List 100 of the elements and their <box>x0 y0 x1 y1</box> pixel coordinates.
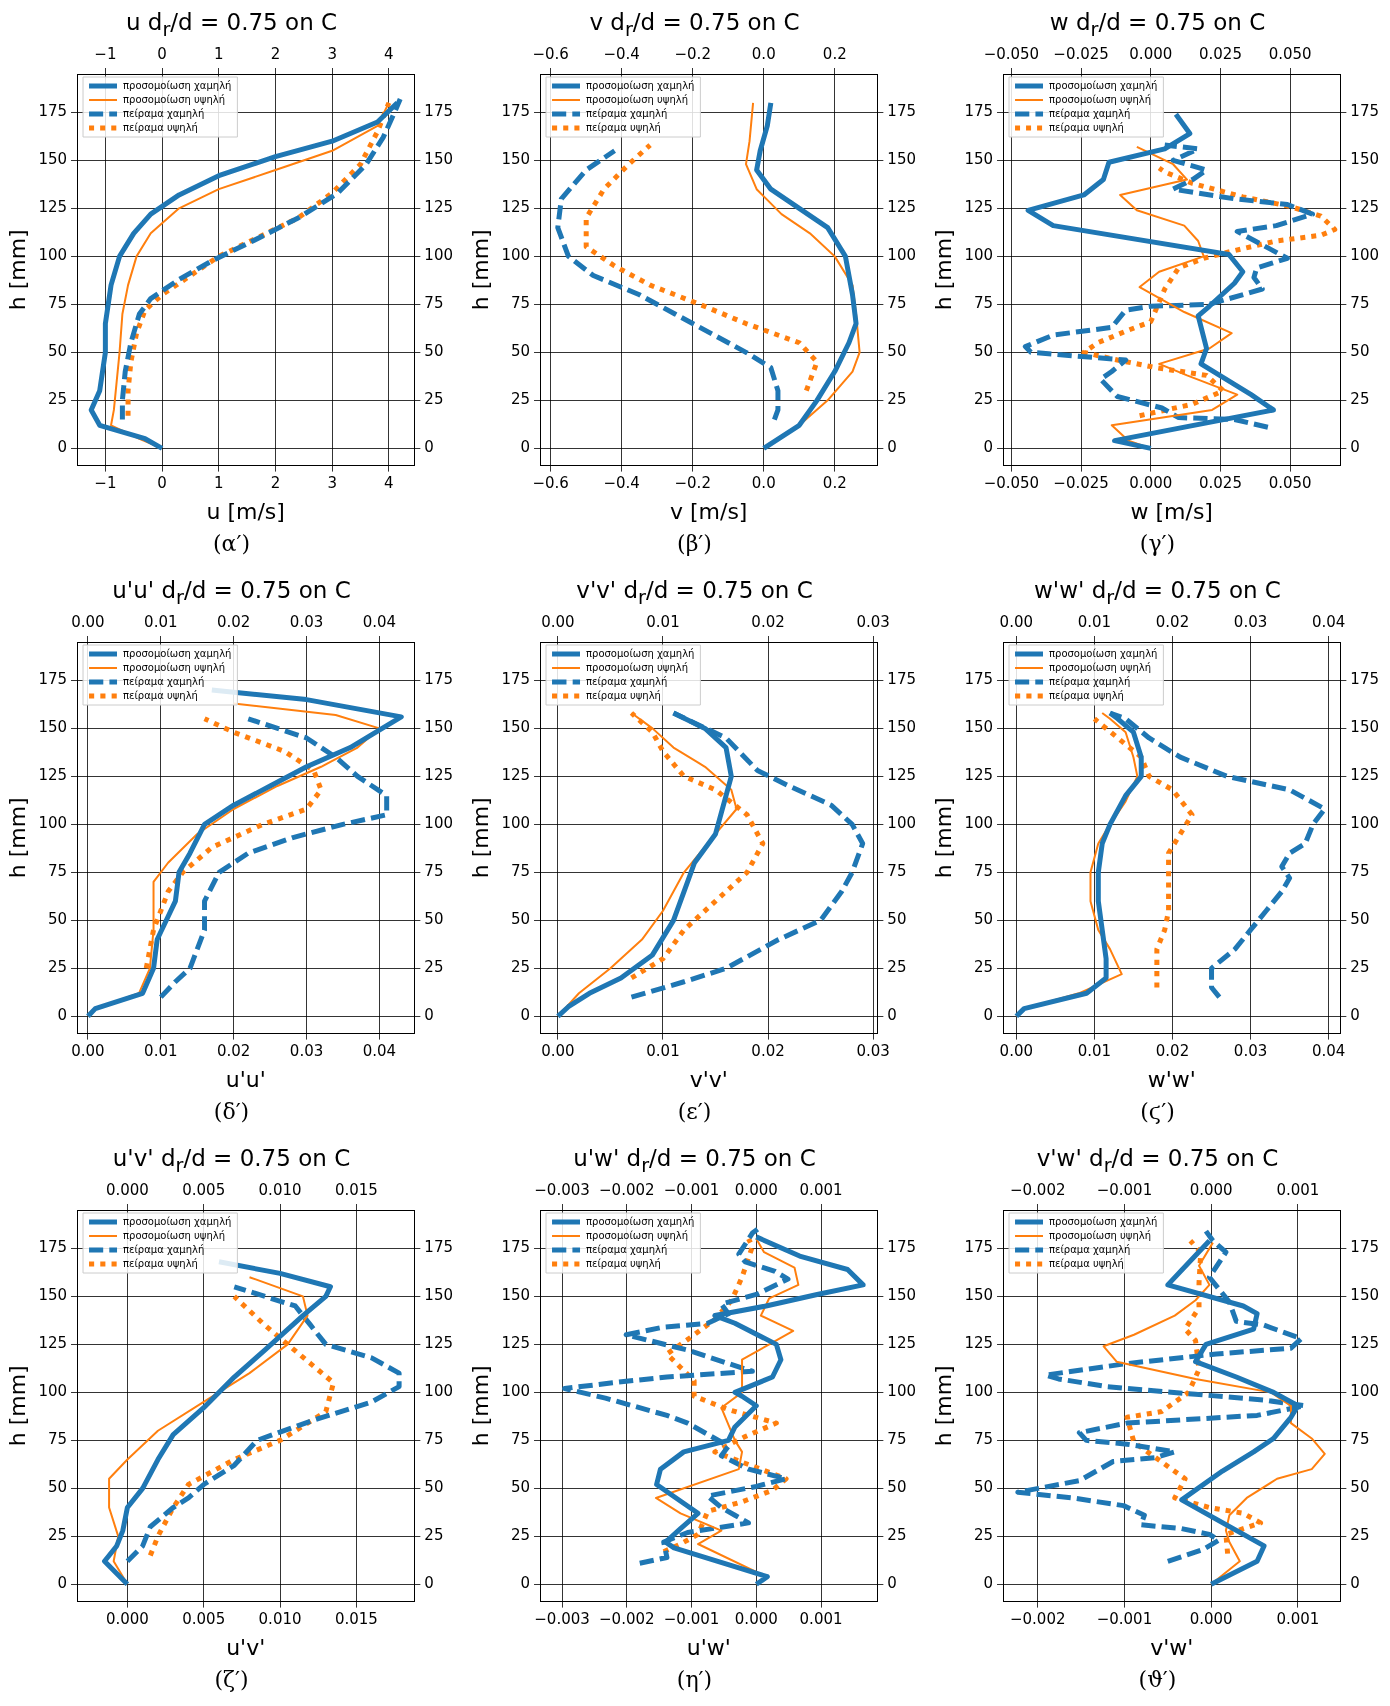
x-tick-label: 2 <box>270 474 281 493</box>
legend-label: πείραμα υψηλή <box>586 689 661 701</box>
y-tick-label: 50 <box>47 342 68 361</box>
y-tick-label: 75 <box>47 1430 68 1449</box>
x-tick-label: 0.001 <box>799 1610 843 1629</box>
y-axis-title: h [mm] <box>4 1365 30 1447</box>
y2-tick-label: 100 <box>887 246 917 265</box>
x2-tick-label: 0.010 <box>258 1180 302 1199</box>
x-tick-label: 0.010 <box>258 1610 302 1629</box>
x-tick-label: −0.002 <box>599 1610 655 1629</box>
x2-tick-label: 0.000 <box>734 1180 778 1199</box>
legend-label: προσομοίωση χαμηλή <box>1049 1215 1158 1227</box>
x-tick-label: 0.03 <box>856 1042 890 1061</box>
y-tick-label: 25 <box>973 1526 994 1545</box>
y2-tick-label: 175 <box>424 102 454 121</box>
x-tick-label: 0.03 <box>289 1042 324 1061</box>
x2-tick-label: 0.03 <box>289 612 324 631</box>
x2-tick-label: −1 <box>94 44 117 63</box>
y2-tick-label: 75 <box>1350 294 1370 313</box>
y-tick-label: 75 <box>973 1430 994 1449</box>
x-tick-label: 0.00 <box>71 1042 105 1061</box>
text: (η′) <box>675 1666 714 1694</box>
y-axis-title: h [mm] <box>930 797 956 879</box>
x-tick-label: 0.02 <box>751 1042 785 1061</box>
legend-label: πείραμα υψηλή <box>586 1257 661 1269</box>
x-tick-label: 0.000 <box>1129 474 1173 493</box>
x-tick-label: −0.4 <box>603 474 640 493</box>
y2-tick-label: 0 <box>887 1006 897 1025</box>
legend-label: πείραμα χαμηλή <box>123 107 205 119</box>
x-axis-title: v'w' <box>1150 1634 1194 1660</box>
y-tick-label: 0 <box>57 1574 68 1593</box>
y-tick-label: 150 <box>964 1286 994 1305</box>
x2-tick-label: 0.02 <box>751 612 785 631</box>
y2-tick-label: 125 <box>887 1334 917 1353</box>
y2-tick-label: 25 <box>1350 958 1370 977</box>
x2-tick-label: −0.003 <box>534 1180 590 1199</box>
y2-tick-label: 125 <box>424 198 454 217</box>
text: (γ′) <box>1138 530 1177 558</box>
y2-tick-label: 0 <box>424 1574 434 1593</box>
y2-tick-label: 175 <box>424 670 454 689</box>
x2-tick-label: −0.025 <box>1053 44 1109 63</box>
x-tick-label: −0.6 <box>532 474 569 493</box>
y-tick-label: 175 <box>964 102 994 121</box>
y-tick-label: 25 <box>510 958 531 977</box>
y2-tick-label: 0 <box>1350 1574 1360 1593</box>
y2-tick-label: 150 <box>424 1286 454 1305</box>
y-tick-label: 25 <box>510 390 531 409</box>
y-tick-label: 150 <box>38 150 68 169</box>
y-tick-label: 175 <box>964 1238 994 1257</box>
y2-tick-label: 50 <box>887 1478 907 1497</box>
y-tick-label: 50 <box>973 1478 994 1497</box>
x2-tick-label: −0.001 <box>663 1180 720 1199</box>
y2-tick-label: 0 <box>887 438 897 457</box>
y-tick-label: 0 <box>520 438 531 457</box>
y2-tick-label: 125 <box>1350 1334 1380 1353</box>
y2-tick-label: 75 <box>887 294 907 313</box>
x-axis-title: w'w' <box>1147 1066 1196 1092</box>
x2-tick-label: 0.00 <box>999 612 1034 631</box>
x-axis-title: w [m/s] <box>1130 498 1213 524</box>
x-tick-label: 0 <box>157 474 167 493</box>
y2-tick-label: 175 <box>887 670 917 689</box>
legend-label: προσομοίωση υψηλή <box>1049 93 1152 105</box>
x-tick-label: 0.025 <box>1199 474 1242 493</box>
y2-tick-label: 175 <box>1350 670 1380 689</box>
y-axis-title: h [mm] <box>467 229 493 311</box>
legend-label: πείραμα χαμηλή <box>586 1243 668 1255</box>
x-tick-label: 0.01 <box>144 1042 178 1061</box>
x2-tick-label: 0.2 <box>822 44 847 63</box>
y-tick-label: 100 <box>501 1382 531 1401</box>
y-axis-title: h [mm] <box>930 229 956 311</box>
legend-label: πείραμα χαμηλή <box>586 107 668 119</box>
y-tick-label: 50 <box>973 910 994 929</box>
y-tick-label: 175 <box>501 1238 531 1257</box>
y-tick-label: 150 <box>38 718 68 737</box>
x2-tick-label: 0.03 <box>856 612 890 631</box>
y2-tick-label: 25 <box>887 390 907 409</box>
x-tick-label: 0.00 <box>999 1042 1034 1061</box>
y2-tick-label: 100 <box>424 246 454 265</box>
y2-tick-label: 150 <box>424 718 454 737</box>
x2-tick-label: 0.04 <box>1311 612 1346 631</box>
y-tick-label: 150 <box>38 1286 68 1305</box>
x2-tick-label: −0.2 <box>674 44 711 63</box>
x-axis-title: u'v' <box>226 1634 266 1660</box>
y-tick-label: 50 <box>47 1478 68 1497</box>
x-axis-title: v'v' <box>689 1066 728 1092</box>
x-tick-label: 0.0 <box>751 474 776 493</box>
y-tick-label: 50 <box>47 910 68 929</box>
y2-tick-label: 125 <box>424 1334 454 1353</box>
chart-title: u d$_{r}$/d = 0.75 on C <box>124 8 339 41</box>
y2-tick-label: 125 <box>1350 766 1380 785</box>
y2-tick-label: 150 <box>1350 150 1380 169</box>
y-axis-title: h [mm] <box>467 797 493 879</box>
x-axis-title: u'w' <box>686 1634 731 1660</box>
x-tick-label: 4 <box>384 474 394 493</box>
x2-tick-label: 0.00 <box>71 612 105 631</box>
x2-tick-label: 0.03 <box>1233 612 1268 631</box>
y-tick-label: 125 <box>501 1334 531 1353</box>
y2-tick-label: 25 <box>424 1526 444 1545</box>
x-tick-label: 0.005 <box>182 1610 226 1629</box>
text: (δ′) <box>212 1098 251 1126</box>
